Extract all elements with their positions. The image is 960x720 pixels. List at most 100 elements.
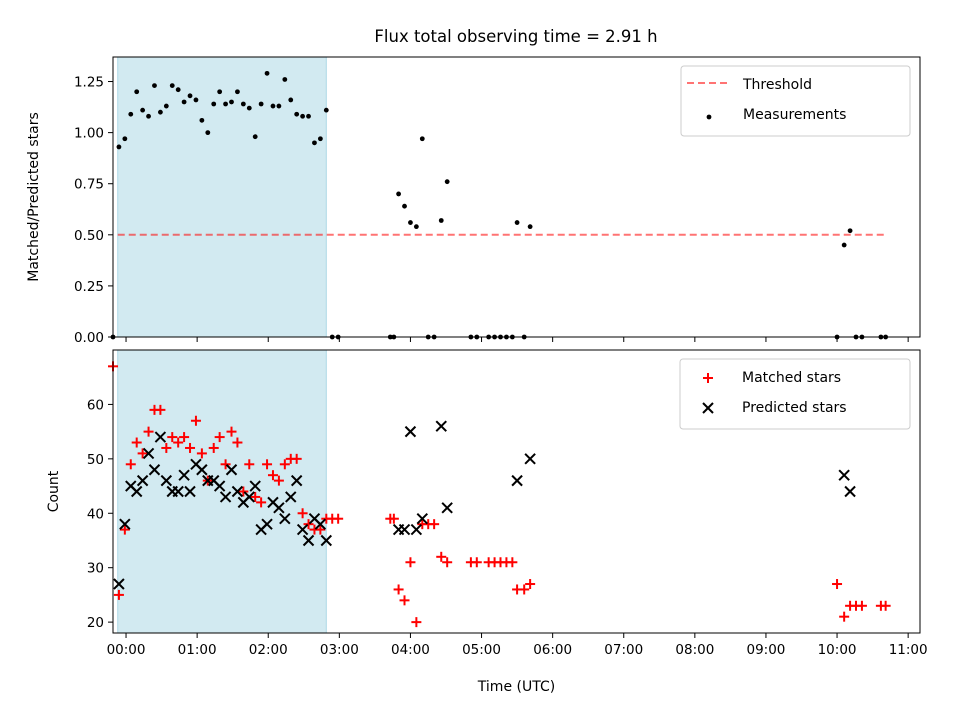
marker-stroke xyxy=(125,480,137,492)
measurement-point xyxy=(527,224,533,230)
legend-box xyxy=(680,65,911,137)
matched-star-marker xyxy=(297,508,308,519)
marker-stroke xyxy=(314,518,327,530)
measurement-point xyxy=(396,191,401,197)
matched-star-marker xyxy=(279,459,290,470)
marker-stroke xyxy=(296,523,309,536)
y-tick-label: 60 xyxy=(87,397,104,413)
marker-stroke xyxy=(273,502,285,514)
measurement-point xyxy=(246,105,252,111)
marker-stroke xyxy=(285,491,297,503)
measurement-point xyxy=(413,224,419,230)
marker-stroke xyxy=(184,485,196,498)
measurement-point xyxy=(419,136,425,142)
matched-star-marker xyxy=(703,373,713,383)
measurement-point xyxy=(187,93,193,99)
marker-stroke xyxy=(154,431,167,443)
measurement-point xyxy=(240,101,246,107)
matched-star-marker xyxy=(244,459,255,470)
predicted-star-marker xyxy=(838,469,850,481)
matched-star-marker xyxy=(232,437,243,448)
predicted-star-marker xyxy=(225,464,238,476)
matched-star-marker xyxy=(262,459,273,470)
legend-box xyxy=(679,358,911,430)
marker-stroke xyxy=(702,402,714,414)
measurement-point xyxy=(288,97,294,103)
x-tick-label: 07:00 xyxy=(604,642,643,658)
matched-star-marker xyxy=(525,579,536,590)
matched-star-marker xyxy=(113,589,124,600)
y-tick-label: 40 xyxy=(87,506,104,522)
marker-stroke xyxy=(267,496,279,509)
predicted-star-marker xyxy=(511,474,523,487)
matched-star-marker xyxy=(519,584,530,595)
predicted-star-marker xyxy=(136,474,149,487)
predicted-star-marker xyxy=(404,425,417,438)
predicted-star-marker xyxy=(130,485,143,498)
measurement-point xyxy=(181,99,187,105)
measurement-point xyxy=(438,218,444,223)
predicted-star-marker xyxy=(314,518,327,530)
y-tick-label: 0.25 xyxy=(74,279,104,295)
measurement-point xyxy=(217,89,223,95)
matched-star-marker xyxy=(179,432,190,443)
measurement-point xyxy=(270,103,276,109)
matched-star-marker xyxy=(196,448,207,459)
marker-stroke xyxy=(302,534,315,547)
y-tick-label: 0.00 xyxy=(74,330,104,346)
top-panel-flux-ratio: 0.00 0.25 0.50 0.75 1.00 1.25 Matched/Predicte… xyxy=(26,56,921,346)
y-tick-label: 0.50 xyxy=(74,228,104,244)
predicted-star-marker xyxy=(113,578,125,590)
x-axis-label: Time (UTC) xyxy=(477,679,555,695)
y-tick-label: 50 xyxy=(87,452,104,468)
measurement-point xyxy=(323,107,329,113)
legend-label: Measurements xyxy=(743,107,846,123)
predicted-star-marker xyxy=(154,431,167,443)
predicted-star-marker xyxy=(285,491,297,503)
predicted-star-marker xyxy=(279,513,291,525)
matched-star-marker xyxy=(238,486,249,497)
matched-star-marker xyxy=(190,415,201,426)
y-tick-label: 30 xyxy=(87,561,104,577)
matched-star-marker xyxy=(839,611,850,622)
measurement-point xyxy=(163,103,169,109)
predicted-star-marker xyxy=(219,491,232,503)
measurement-point xyxy=(847,228,853,234)
legend-label: Matched stars xyxy=(742,370,841,386)
marker-stroke xyxy=(196,464,208,476)
matched-star-marker xyxy=(411,617,422,628)
measurement-point xyxy=(264,70,270,76)
marker-stroke xyxy=(190,458,202,470)
marker-stroke xyxy=(398,523,411,536)
matched-star-marker xyxy=(273,475,284,486)
legend: Threshold Measurements xyxy=(680,65,911,137)
matched-star-marker xyxy=(399,595,410,606)
marker-stroke xyxy=(219,491,232,503)
measurement-point xyxy=(841,242,847,248)
matched-star-marker xyxy=(880,600,891,611)
measurement-point xyxy=(252,134,258,140)
marker-stroke xyxy=(172,485,184,498)
matched-star-marker xyxy=(119,524,130,535)
axes-frame xyxy=(112,56,921,338)
marker-stroke xyxy=(148,464,161,476)
predicted-star-marker xyxy=(243,491,255,503)
predicted-star-marker xyxy=(142,447,155,460)
measurement-point xyxy=(140,107,146,113)
matched-star-marker xyxy=(167,432,178,443)
measurement-point xyxy=(300,113,306,119)
x-tick-label: 01:00 xyxy=(178,642,217,658)
axes-frame xyxy=(112,349,921,634)
measurement-point xyxy=(294,111,300,117)
predicted-star-marker xyxy=(290,474,303,487)
predicted-star-marker xyxy=(160,474,173,487)
measurement-point xyxy=(116,144,122,150)
marker-stroke xyxy=(404,425,417,438)
marker-stroke xyxy=(441,502,453,514)
matched-star-marker xyxy=(832,579,843,590)
matched-star-marker xyxy=(173,437,184,448)
predicted-star-marker xyxy=(435,420,447,432)
marker-stroke xyxy=(249,480,261,492)
predicted-star-marker xyxy=(261,518,273,530)
measurement-point xyxy=(706,114,712,120)
